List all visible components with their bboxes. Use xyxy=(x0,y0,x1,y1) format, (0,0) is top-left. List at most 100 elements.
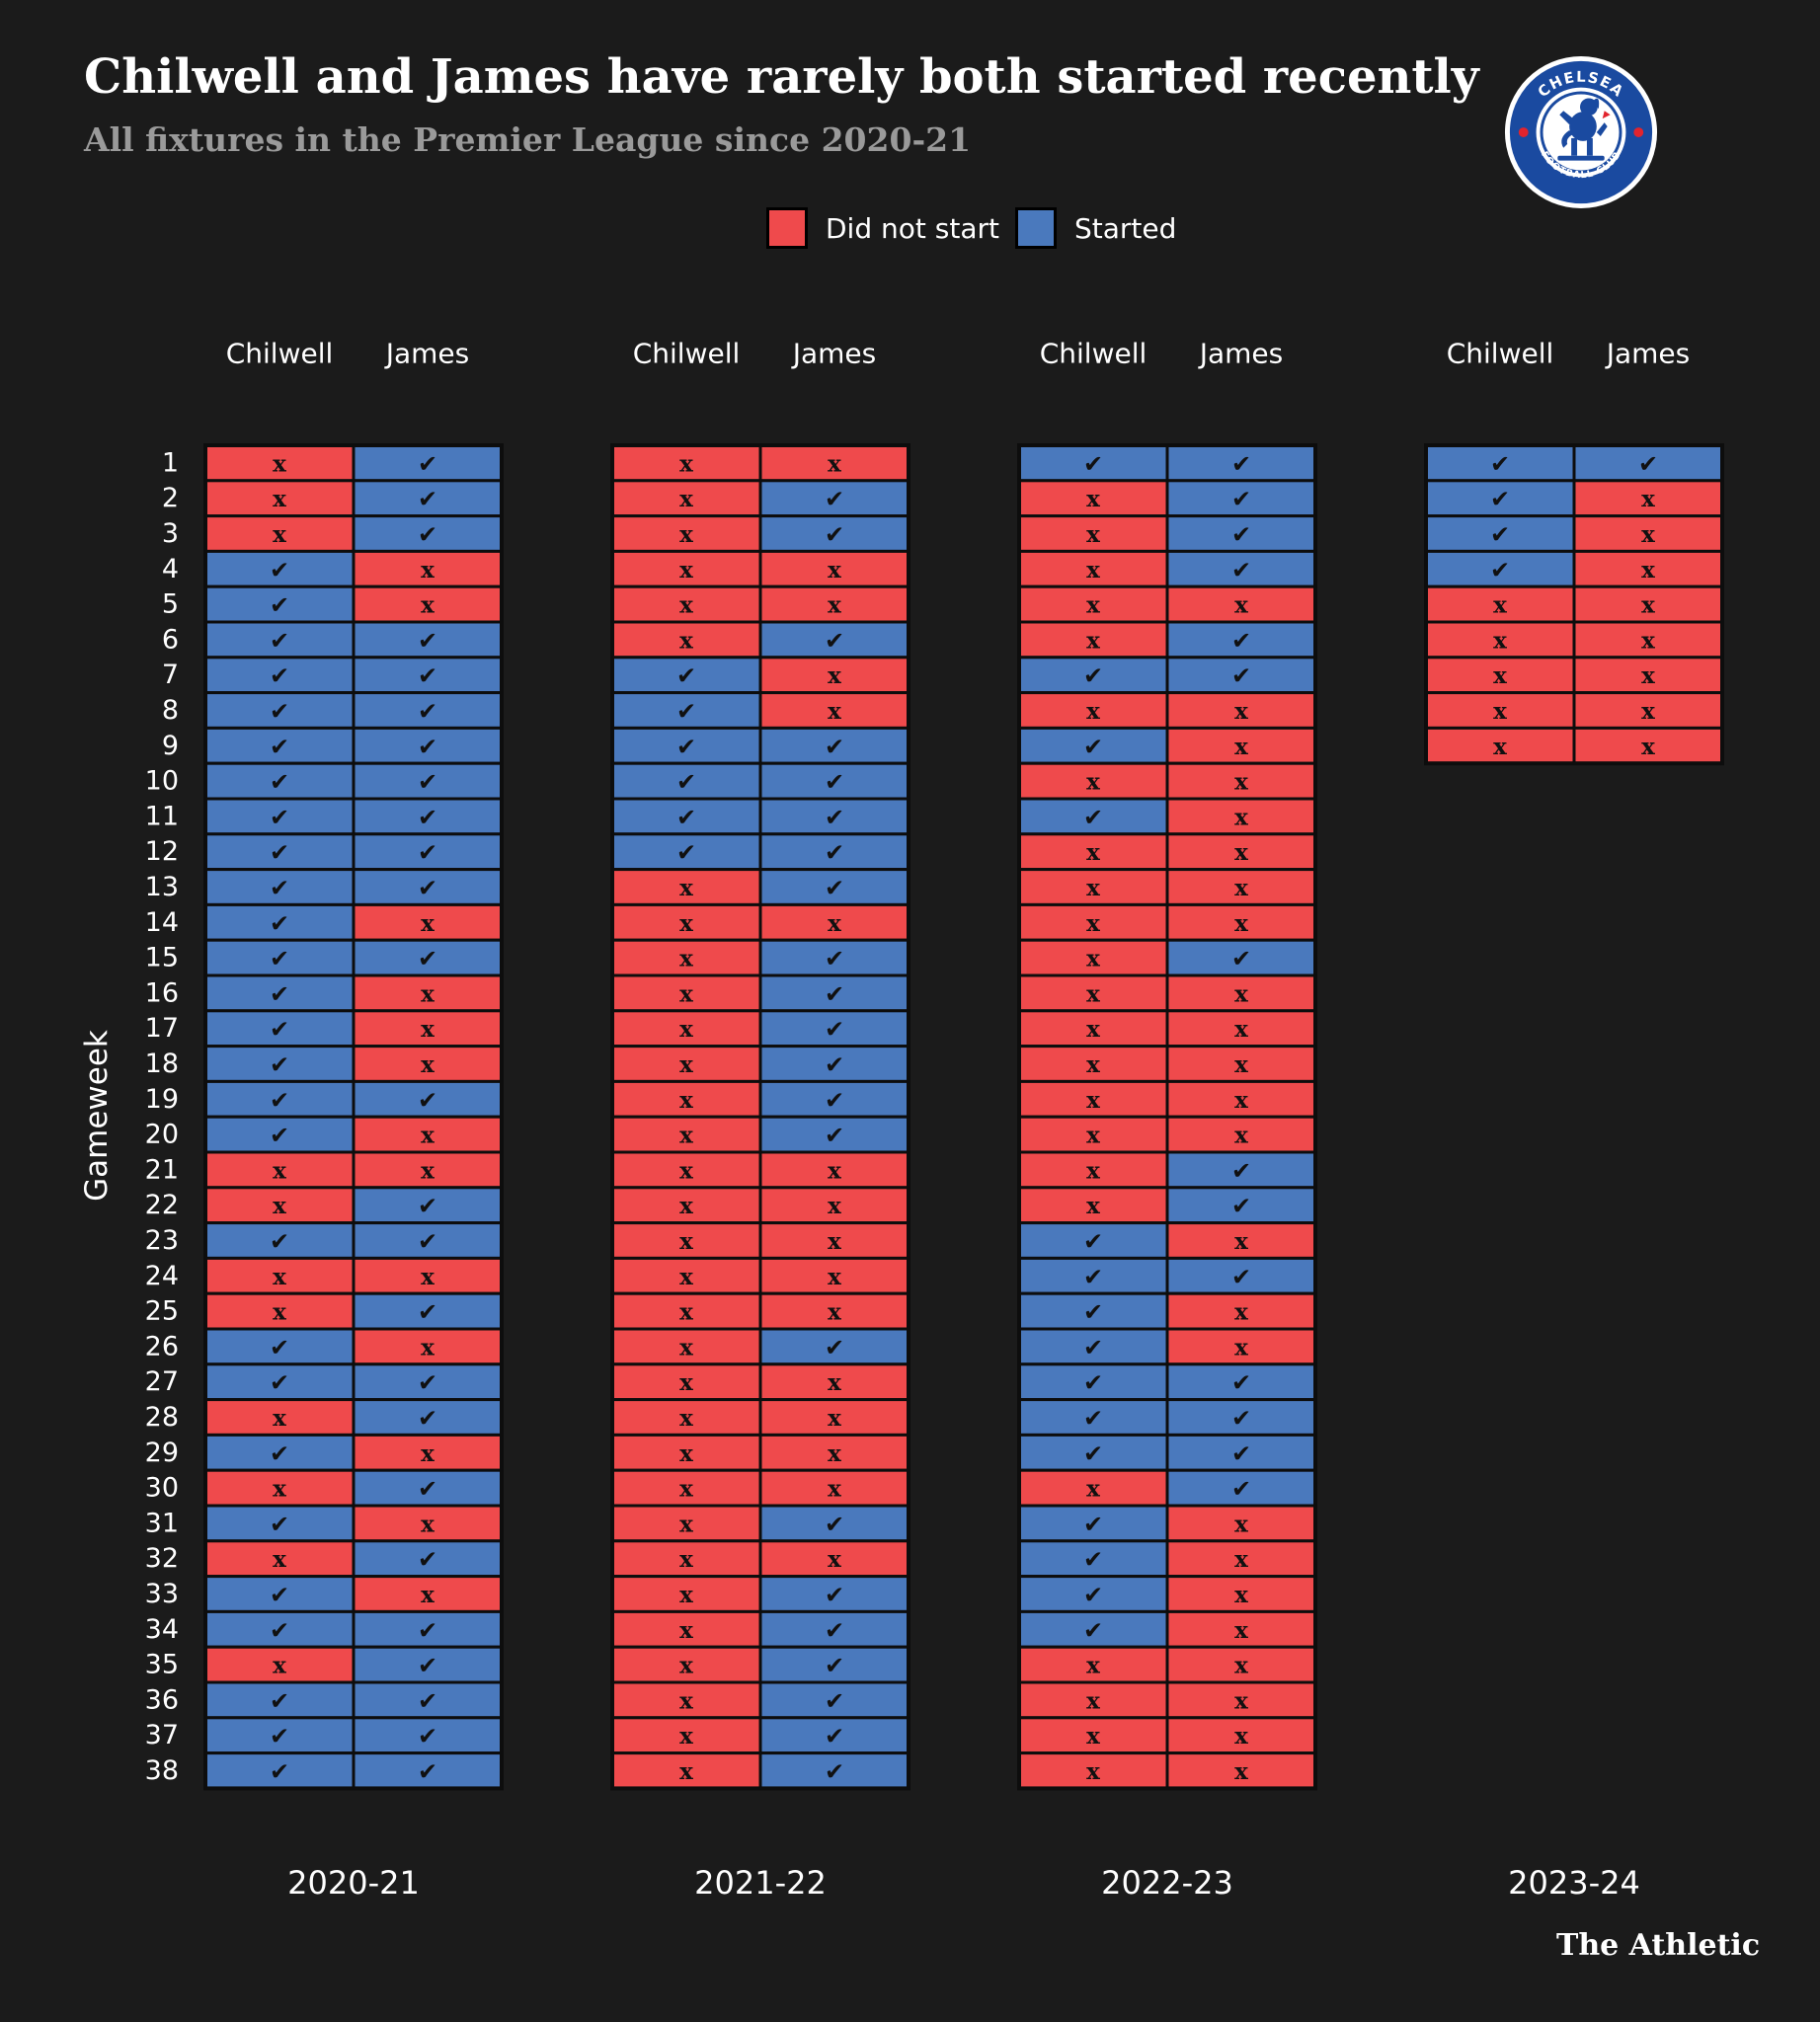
cell-symbol-did-not-start: x xyxy=(273,1546,286,1573)
cell-symbol-started: ✔ xyxy=(270,627,289,655)
gameweek-tick-label: 10 xyxy=(145,766,179,797)
gameweek-tick-label: 12 xyxy=(145,836,179,867)
cell-symbol-started: ✔ xyxy=(270,1723,289,1750)
cell-started xyxy=(758,620,910,660)
cell-did-not-start xyxy=(1165,1680,1317,1720)
cell-symbol-did-not-start: x xyxy=(679,1157,693,1184)
cell-did-not-start xyxy=(610,1291,762,1331)
cell-symbol-did-not-start: x xyxy=(1086,1123,1100,1149)
cell-symbol-did-not-start: x xyxy=(679,1051,693,1078)
cell-symbol-did-not-start: x xyxy=(1086,557,1100,583)
brand-logo-text: The Athletic xyxy=(1556,1928,1761,1963)
cell-symbol-did-not-start: x xyxy=(421,1123,435,1149)
cell-symbol-did-not-start: x xyxy=(1086,1051,1100,1078)
cell-symbol-did-not-start: x xyxy=(828,1405,841,1432)
cell-symbol-did-not-start: x xyxy=(421,1440,435,1467)
cell-started xyxy=(1165,1150,1317,1190)
cell-symbol-did-not-start: x xyxy=(1086,946,1100,972)
cell-symbol-did-not-start: x xyxy=(421,1334,435,1361)
cell-symbol-did-not-start: x xyxy=(1086,698,1100,725)
cell-symbol-started: ✔ xyxy=(418,875,437,902)
cell-symbol-started: ✔ xyxy=(270,662,289,690)
cell-symbol-did-not-start: x xyxy=(273,1653,286,1679)
gameweek-tick-label: 19 xyxy=(145,1084,179,1115)
cell-started xyxy=(758,1115,910,1154)
cell-did-not-start xyxy=(352,902,504,942)
cell-started xyxy=(1424,479,1576,518)
cell-symbol-did-not-start: x xyxy=(1234,1723,1248,1750)
cell-symbol-started: ✔ xyxy=(1083,733,1103,760)
cell-started xyxy=(1165,1256,1317,1295)
cell-symbol-did-not-start: x xyxy=(1641,557,1655,583)
cell-symbol-did-not-start: x xyxy=(1086,1087,1100,1114)
cell-symbol-started: ✔ xyxy=(270,1051,289,1079)
cell-symbol-did-not-start: x xyxy=(421,1511,435,1537)
cell-did-not-start xyxy=(1424,726,1576,765)
cell-started xyxy=(758,973,910,1013)
cell-symbol-started: ✔ xyxy=(270,1016,289,1044)
cell-symbol-did-not-start: x xyxy=(1641,698,1655,725)
cell-symbol-did-not-start: x xyxy=(1234,1582,1248,1608)
cell-symbol-started: ✔ xyxy=(418,1758,437,1786)
cell-started xyxy=(203,549,356,588)
cell-symbol-did-not-start: x xyxy=(1234,1653,1248,1679)
cell-symbol-started: ✔ xyxy=(825,1652,844,1679)
cell-symbol-started: ✔ xyxy=(418,698,437,726)
cell-symbol-started: ✔ xyxy=(1231,1439,1251,1467)
cell-symbol-did-not-start: x xyxy=(828,1299,841,1326)
cell-did-not-start xyxy=(352,1115,504,1154)
cell-symbol-started: ✔ xyxy=(1490,556,1510,583)
cell-symbol-did-not-start: x xyxy=(1234,1334,1248,1361)
cell-symbol-did-not-start: x xyxy=(828,1193,841,1219)
cell-symbol-did-not-start: x xyxy=(679,1369,693,1396)
cell-did-not-start xyxy=(1165,1327,1317,1366)
cell-symbol-did-not-start: x xyxy=(679,1511,693,1537)
cell-started xyxy=(758,1079,910,1119)
gameweek-tick-label: 20 xyxy=(145,1120,179,1150)
cell-started xyxy=(758,1680,910,1720)
cell-did-not-start xyxy=(610,1575,762,1613)
cell-symbol-did-not-start: x xyxy=(1234,980,1248,1007)
cell-started xyxy=(1165,656,1317,695)
cell-symbol-started: ✔ xyxy=(1083,1616,1103,1644)
cell-symbol-did-not-start: x xyxy=(679,910,693,937)
cell-symbol-did-not-start: x xyxy=(421,910,435,937)
cell-did-not-start xyxy=(610,620,762,660)
cell-symbol-did-not-start: x xyxy=(1086,1758,1100,1785)
cell-symbol-did-not-start: x xyxy=(1641,627,1655,654)
cell-symbol-started: ✔ xyxy=(418,450,437,478)
cell-symbol-started: ✔ xyxy=(825,1334,844,1361)
cell-symbol-started: ✔ xyxy=(1231,662,1251,690)
cell-symbol-started: ✔ xyxy=(418,1687,437,1715)
cell-symbol-started: ✔ xyxy=(418,733,437,760)
cell-symbol-did-not-start: x xyxy=(1234,1687,1248,1714)
cell-did-not-start xyxy=(352,1575,504,1613)
cell-did-not-start xyxy=(1165,1539,1317,1579)
legend-swatch-started xyxy=(1014,207,1057,249)
cell-symbol-started: ✔ xyxy=(825,1723,844,1750)
cell-symbol-started: ✔ xyxy=(270,556,289,583)
cell-symbol-started: ✔ xyxy=(270,768,289,796)
cell-symbol-did-not-start: x xyxy=(1641,521,1655,548)
cell-symbol-started: ✔ xyxy=(1231,521,1251,549)
cell-symbol-did-not-start: x xyxy=(828,910,841,937)
cell-symbol-did-not-start: x xyxy=(828,1476,841,1503)
cell-symbol-did-not-start: x xyxy=(1493,698,1507,725)
cell-symbol-started: ✔ xyxy=(1490,450,1510,478)
chart-title: Chilwell and James have rarely both star… xyxy=(84,49,1479,105)
cell-symbol-started: ✔ xyxy=(1083,1546,1103,1574)
cell-started xyxy=(758,514,910,553)
cell-symbol-did-not-start: x xyxy=(679,980,693,1007)
cell-symbol-started: ✔ xyxy=(1083,1228,1103,1256)
cell-started xyxy=(203,1115,356,1154)
cell-symbol-started: ✔ xyxy=(270,733,289,760)
cell-symbol-did-not-start: x xyxy=(1086,1723,1100,1750)
cell-symbol-started: ✔ xyxy=(1638,450,1658,478)
gameweek-tick-label: 13 xyxy=(145,872,179,902)
cell-symbol-did-not-start: x xyxy=(679,1546,693,1573)
cell-started xyxy=(1165,443,1317,483)
gameweek-tick-label: 2 xyxy=(162,483,179,513)
player-column-header: James xyxy=(791,338,877,370)
cell-did-not-start xyxy=(758,584,910,624)
